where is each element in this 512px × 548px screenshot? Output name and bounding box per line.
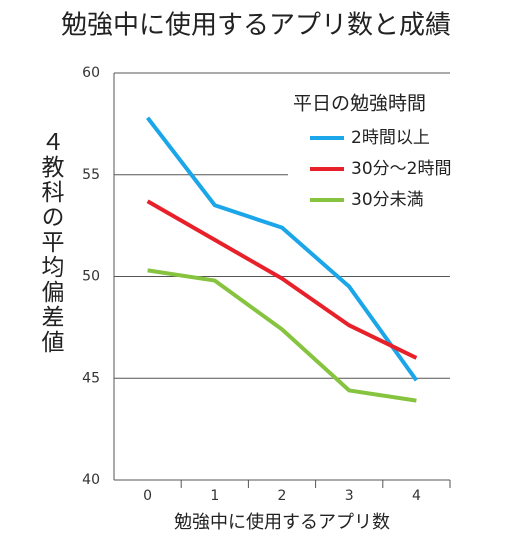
y-tick-label: 55 bbox=[82, 167, 100, 183]
series-line bbox=[146, 199, 418, 360]
legend-box bbox=[288, 86, 473, 216]
legend-label: 2時間以上 bbox=[351, 128, 430, 148]
legend-title: 平日の勉強時間 bbox=[293, 93, 426, 115]
series-line bbox=[147, 268, 417, 403]
x-tick-label: 3 bbox=[345, 488, 354, 504]
chart-title: 勉強中に使用するアプリ数と成績 bbox=[61, 11, 451, 41]
x-tick-label: 0 bbox=[143, 488, 152, 504]
x-tick-label: 4 bbox=[412, 488, 421, 504]
y-tick-label: 40 bbox=[82, 472, 100, 488]
y-tick-label: 60 bbox=[82, 65, 100, 81]
y-tick-label: 45 bbox=[82, 370, 100, 386]
legend-label: 30分未満 bbox=[351, 190, 424, 210]
y-tick-label: 50 bbox=[82, 269, 100, 285]
legend-label: 30分〜2時間 bbox=[351, 159, 451, 179]
y-axis-label: ４教科の平均偏差値 bbox=[37, 130, 65, 355]
series-line bbox=[146, 116, 419, 382]
x-tick-label: 1 bbox=[210, 488, 219, 504]
x-tick-label: 2 bbox=[278, 488, 287, 504]
x-axis-label: 勉強中に使用するアプリ数 bbox=[174, 512, 390, 533]
